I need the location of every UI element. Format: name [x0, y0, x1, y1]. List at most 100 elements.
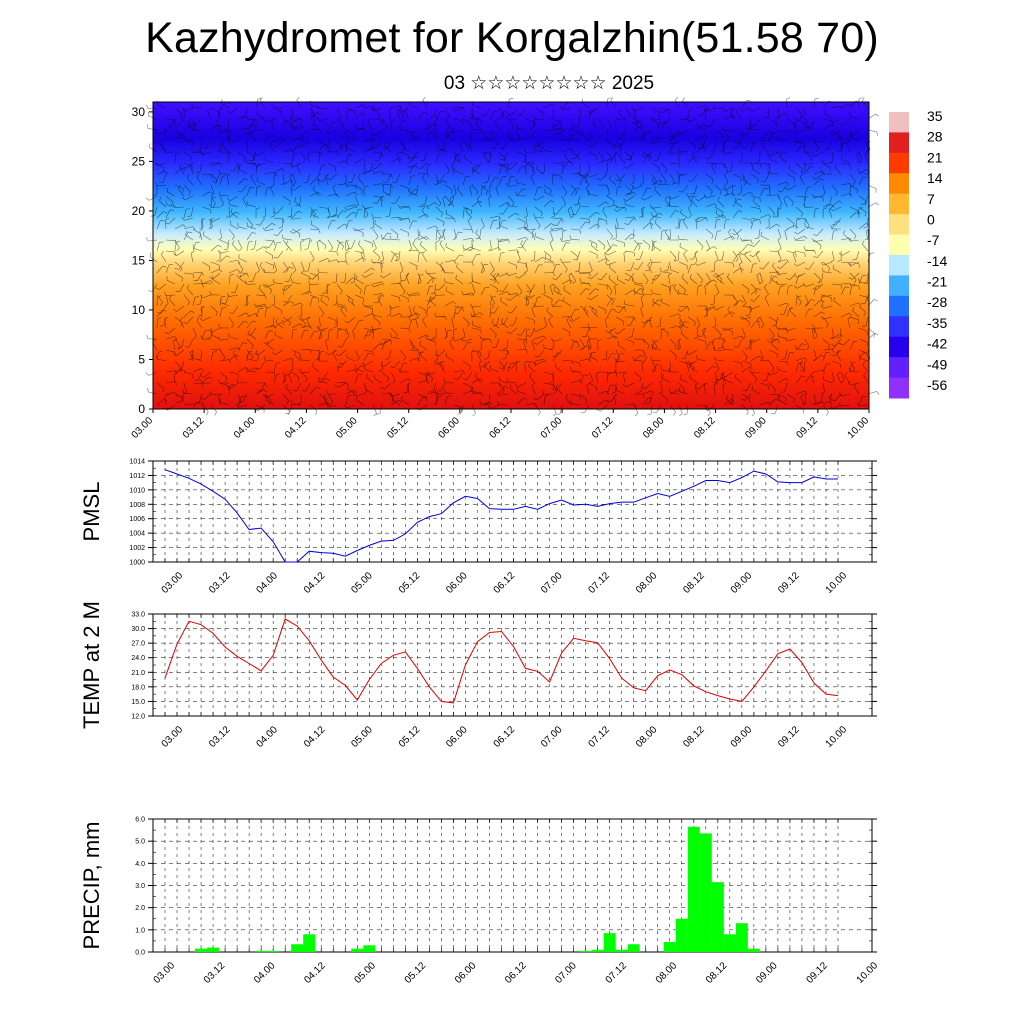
heatmap-ytick-label: 30	[132, 105, 146, 119]
wind-barb	[777, 228, 782, 238]
wind-barb	[184, 107, 194, 112]
wind-barb	[525, 118, 535, 123]
wind-barb-flag	[324, 245, 327, 250]
wind-barb	[268, 239, 275, 248]
wind-barb-flag	[231, 240, 235, 245]
wind-barb-flag	[154, 131, 159, 135]
wind-barb	[561, 231, 564, 241]
wind-barb-flag	[821, 267, 824, 272]
wind-barb	[836, 353, 842, 362]
wind-barb-flag	[839, 135, 842, 140]
wind-barb	[197, 272, 203, 281]
wind-barb	[669, 129, 675, 139]
wind-barb-flag	[858, 263, 860, 268]
wind-barb-flag	[395, 334, 398, 339]
wind-barb	[165, 294, 176, 296]
wind-barb-flag	[230, 273, 235, 276]
wind-barb	[796, 261, 806, 267]
wind-barb-flag	[304, 248, 309, 250]
wind-barb-flag	[500, 297, 502, 302]
wind-barb-flag	[425, 334, 430, 338]
wind-barb	[803, 198, 806, 208]
wind-barb	[741, 173, 748, 182]
wind-barb-flag	[403, 356, 406, 361]
wind-barb-flag	[416, 312, 421, 316]
wind-barb-flag	[239, 274, 241, 279]
wind-barb	[264, 134, 273, 142]
wind-barb	[813, 311, 822, 318]
wind-barb-flag	[728, 228, 732, 233]
wind-barb	[814, 239, 824, 243]
wind-barb	[285, 387, 293, 395]
wind-barb-flag	[781, 358, 786, 360]
wind-barb	[698, 195, 707, 202]
xtick-label: 09.12	[776, 570, 802, 596]
wind-barb-flag	[712, 307, 717, 311]
wind-barb	[751, 389, 761, 395]
wind-barb	[579, 217, 589, 220]
wind-barb-flag	[174, 372, 179, 375]
wind-barb-flag	[620, 353, 625, 355]
wind-barb	[327, 259, 337, 263]
wind-barb	[630, 184, 635, 194]
wind-barb-flag	[363, 252, 365, 258]
wind-barb	[489, 239, 492, 249]
wind-barb	[630, 261, 635, 271]
wind-barb-flag	[658, 299, 663, 302]
wind-barb	[780, 261, 788, 269]
wind-barb	[705, 246, 714, 252]
wind-barb-flag	[531, 338, 535, 342]
wind-barb	[705, 341, 711, 351]
wind-barb-flag	[430, 116, 435, 118]
wind-barb	[849, 173, 856, 182]
wind-barb-flag	[778, 248, 782, 252]
wind-barb	[156, 265, 163, 274]
wind-barb	[840, 183, 850, 186]
wind-barb	[405, 275, 410, 285]
wind-barb	[255, 187, 258, 197]
wind-barb-flag	[839, 333, 843, 337]
wind-barb-flag	[384, 358, 389, 360]
wind-barb	[856, 154, 860, 164]
wind-barb-flag	[847, 237, 851, 242]
wind-barb-flag	[511, 125, 514, 130]
wind-barb-flag	[407, 378, 412, 382]
wind-barb-flag	[811, 299, 815, 302]
wind-barb	[309, 178, 317, 186]
wind-barb	[301, 359, 311, 362]
wind-barb-flag	[190, 349, 194, 353]
wind-barb-flag	[604, 261, 608, 266]
wind-barb-flag	[648, 316, 653, 320]
wind-barb-flag	[312, 119, 316, 124]
wind-barb	[795, 107, 803, 115]
wind-barb-flag	[479, 378, 484, 382]
wind-barb	[707, 404, 716, 411]
wind-barb-flag	[310, 220, 313, 225]
wind-barb	[372, 151, 382, 154]
wind-barb-flag	[696, 147, 702, 149]
wind-barb	[356, 399, 365, 406]
wind-barb-flag	[200, 375, 205, 378]
wind-barb-flag	[494, 177, 500, 179]
wind-barb	[232, 305, 239, 314]
wind-barb-flag	[186, 284, 190, 289]
wind-barb	[813, 99, 816, 109]
wind-barb-flag	[354, 185, 357, 190]
wind-barb-flag	[503, 111, 508, 113]
wind-barb	[561, 195, 566, 205]
wind-barb	[535, 305, 545, 307]
wind-barb	[183, 140, 193, 143]
wind-barb-flag	[444, 278, 446, 283]
wind-barb-flag	[747, 289, 750, 294]
wind-barb-flag	[802, 409, 805, 414]
wind-barb-flag	[802, 160, 806, 165]
wind-barb	[423, 151, 428, 161]
wind-barb	[383, 360, 392, 367]
wind-barb-flag	[713, 104, 716, 109]
wind-barb	[525, 206, 528, 216]
wind-barb	[723, 220, 726, 230]
wind-barb	[489, 247, 499, 252]
wind-barb-flag	[575, 308, 580, 310]
wind-barb	[246, 313, 256, 318]
wind-barb	[427, 371, 437, 376]
